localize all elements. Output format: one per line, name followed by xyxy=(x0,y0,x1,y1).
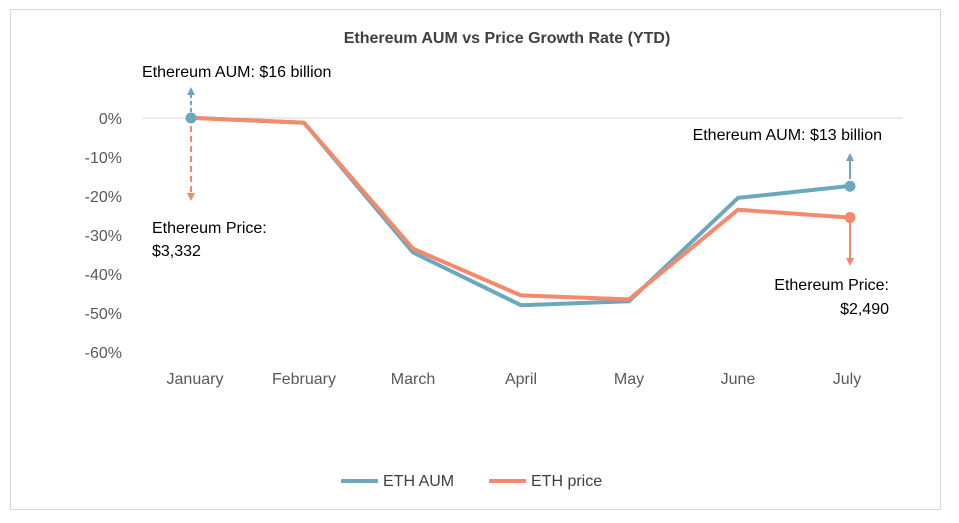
x-tick-label: May xyxy=(614,371,644,388)
price-end-dot xyxy=(844,211,856,223)
aum-start-dot xyxy=(185,112,197,124)
x-tick-label: January xyxy=(167,371,224,388)
price-start-annotation-line1: Ethereum Price: xyxy=(152,220,267,237)
x-tick-label: February xyxy=(272,371,336,388)
x-axis: January February March April May June July xyxy=(167,371,862,388)
aum-start-annotation: Ethereum AUM: $16 billion xyxy=(142,64,331,81)
aum-end-annotation: Ethereum AUM: $13 billion xyxy=(693,127,882,144)
y-tick-label: 0% xyxy=(99,111,122,128)
aum-end-dot xyxy=(844,180,856,192)
x-tick-label: April xyxy=(505,371,537,388)
y-tick-label: -40% xyxy=(85,267,122,284)
legend-label-eth-aum: ETH AUM xyxy=(383,473,454,490)
series-line-eth-price xyxy=(193,116,849,302)
y-axis: 0% -10% -20% -30% -40% -50% -60% xyxy=(85,111,122,362)
chart-title: Ethereum AUM vs Price Growth Rate (YTD) xyxy=(344,30,671,47)
chart-frame xyxy=(10,9,941,510)
price-end-annotation-line1: Ethereum Price: xyxy=(774,277,889,294)
price-end-annotation-line2: $2,490 xyxy=(840,301,889,318)
y-tick-label: -20% xyxy=(85,189,122,206)
y-tick-label: -30% xyxy=(85,228,122,245)
y-tick-label: -10% xyxy=(85,150,122,167)
x-tick-label: July xyxy=(833,371,861,388)
price-start-annotation-line2: $3,332 xyxy=(152,243,201,260)
y-tick-label: -60% xyxy=(85,345,122,362)
legend: ETH AUM ETH price xyxy=(341,473,602,490)
x-tick-label: June xyxy=(721,371,756,388)
y-tick-label: -50% xyxy=(85,306,122,323)
series-layer xyxy=(185,112,856,308)
legend-label-eth-price: ETH price xyxy=(531,473,602,490)
x-tick-label: March xyxy=(391,371,435,388)
